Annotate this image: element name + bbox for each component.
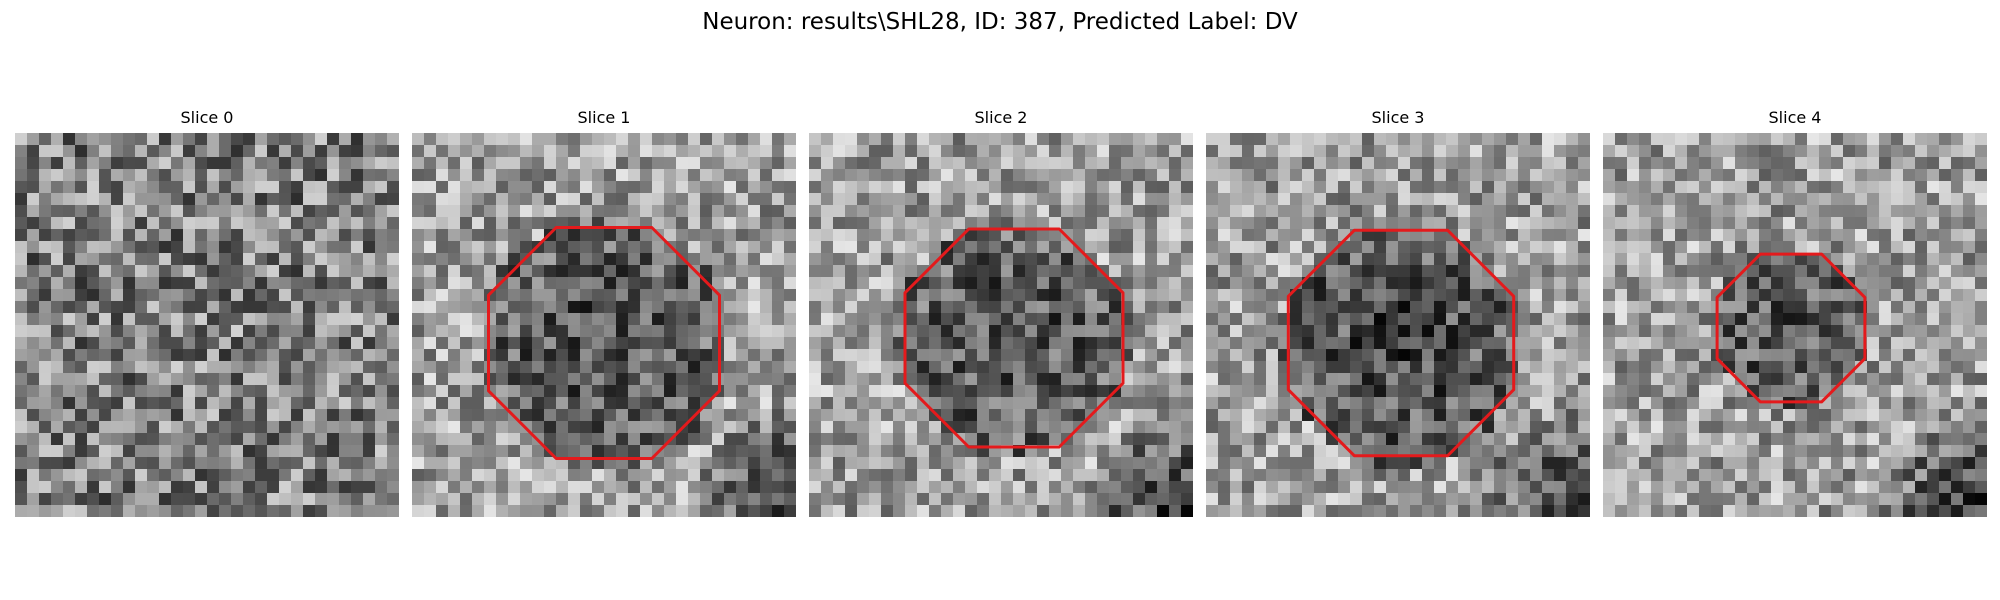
- slice-image-1: [412, 133, 796, 517]
- roi-contour-1: [487, 226, 721, 460]
- slice-pixels-3: [1206, 133, 1590, 517]
- slice-image-0: [15, 133, 399, 517]
- slice-title-1: Slice 1: [577, 108, 631, 127]
- slice-pixels-0: [15, 133, 399, 517]
- slice-image-4: [1603, 133, 1987, 517]
- slice-title-3: Slice 3: [1371, 108, 1425, 127]
- slice-pixels-1: [412, 133, 796, 517]
- slice-image-2: [809, 133, 1193, 517]
- slice-image-3: [1206, 133, 1590, 517]
- slice-title-0: Slice 0: [180, 108, 234, 127]
- slice-pixels-4: [1603, 133, 1987, 517]
- roi-contour-3: [1286, 228, 1516, 458]
- slice-title-2: Slice 2: [974, 108, 1028, 127]
- roi-contour-2: [903, 227, 1125, 449]
- figure-title: Neuron: results\SHL28, ID: 387, Predicte…: [702, 9, 1298, 35]
- roi-contour-4: [1715, 252, 1867, 404]
- slice-title-4: Slice 4: [1768, 108, 1822, 127]
- slice-pixels-2: [809, 133, 1193, 517]
